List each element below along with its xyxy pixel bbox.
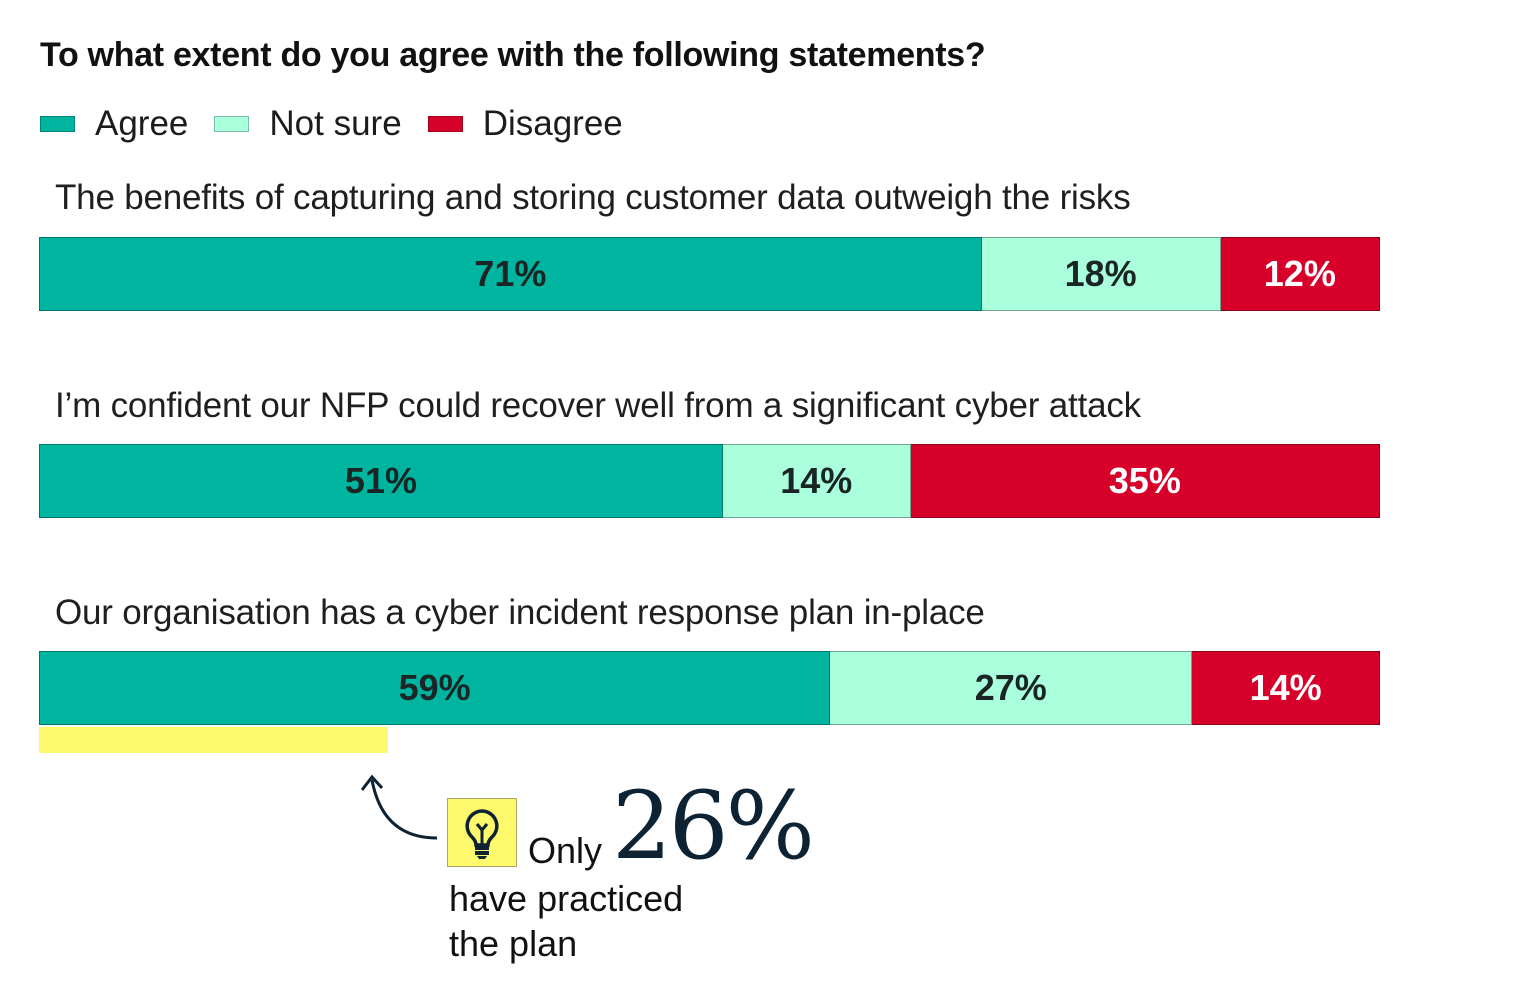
statement-label: I’m confident our NFP could recover well… xyxy=(55,386,1141,425)
legend-label: Agree xyxy=(95,104,189,143)
callout-line-1: have practiced xyxy=(449,878,684,919)
bar-segment-agree: 51% xyxy=(39,444,723,518)
bar-segment-disagree: 12% xyxy=(1220,237,1380,311)
data-label: 18% xyxy=(1064,253,1137,294)
callout-line-2: the plan xyxy=(449,923,578,964)
statement-label: Our organisation has a cyber incident re… xyxy=(55,593,985,632)
data-label: 12% xyxy=(1263,253,1336,294)
lightbulb-badge xyxy=(447,798,517,867)
data-label: 71% xyxy=(474,253,547,294)
legend-item: Agree xyxy=(40,104,188,144)
bar-segment-disagree: 35% xyxy=(910,444,1380,518)
legend-swatch xyxy=(427,116,463,132)
legend-item: Not sure xyxy=(214,104,402,144)
legend-swatch xyxy=(214,116,250,132)
arrow-icon xyxy=(360,774,438,840)
stacked-bar: 51% 14% 35% xyxy=(39,444,1380,518)
chart-title: To what extent do you agree with the fol… xyxy=(40,36,986,74)
data-label: 14% xyxy=(1249,667,1322,708)
legend: Agree Not sure Disagree xyxy=(40,104,649,144)
data-label: 27% xyxy=(974,667,1047,708)
stacked-bar: 71% 18% 12% xyxy=(39,237,1380,311)
bar-segment-not-sure: 14% xyxy=(722,444,911,518)
data-label: 59% xyxy=(398,667,471,708)
practiced-plan-highlight xyxy=(39,727,388,753)
bar-segment-not-sure: 27% xyxy=(830,651,1193,725)
bar-segment-agree: 71% xyxy=(39,237,982,311)
data-label: 14% xyxy=(780,460,853,501)
callout-big-value: 26% xyxy=(612,772,815,881)
legend-item: Disagree xyxy=(427,104,623,144)
legend-swatch xyxy=(40,116,75,132)
bar-segment-not-sure: 18% xyxy=(981,237,1221,311)
callout-prefix: Only xyxy=(528,830,603,871)
statement-label: The benefits of capturing and storing cu… xyxy=(55,178,1131,217)
stacked-bar: 59% 27% 14% xyxy=(39,651,1380,725)
data-label: 51% xyxy=(344,460,417,501)
bar-segment-agree: 59% xyxy=(39,651,831,725)
legend-label: Not sure xyxy=(269,104,402,143)
data-label: 35% xyxy=(1108,460,1181,501)
legend-label: Disagree xyxy=(482,104,623,143)
bar-segment-disagree: 14% xyxy=(1192,651,1380,725)
lightbulb-icon xyxy=(465,809,499,859)
